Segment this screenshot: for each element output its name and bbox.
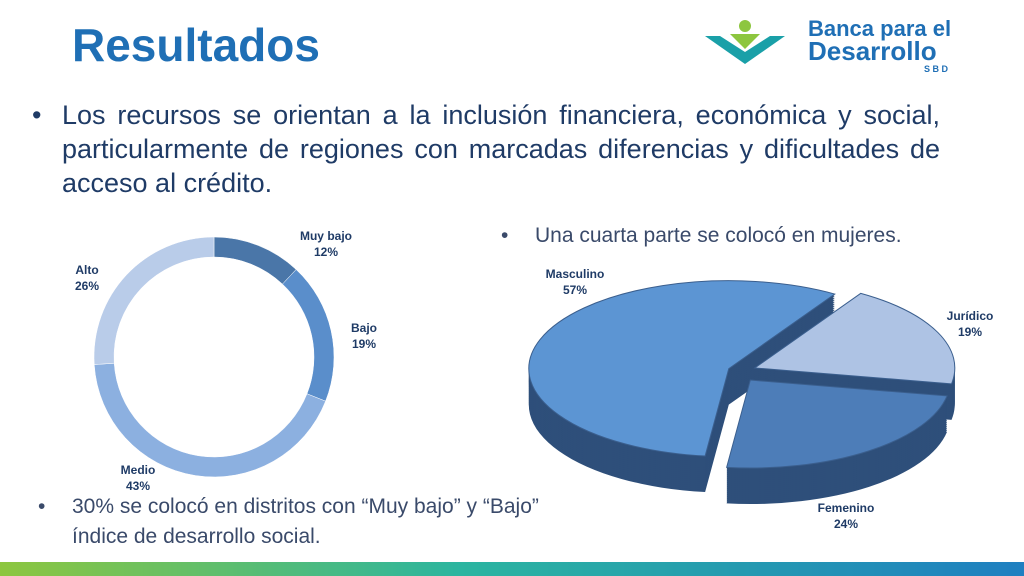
slice-label: Masculino — [546, 267, 605, 281]
donut-slice — [93, 363, 326, 478]
slice-value-label: 19% — [352, 337, 376, 351]
pie-slice — [725, 379, 948, 469]
logo-line2: Desarrollo — [808, 36, 937, 66]
slice-value-label: 12% — [314, 245, 338, 259]
logo: Banca para el Desarrollo S B D — [705, 16, 951, 74]
slice-label: Alto — [75, 263, 98, 277]
slide-title: Resultados — [72, 19, 320, 71]
logo-line1: Banca para el — [808, 16, 951, 41]
footer-bar — [0, 562, 1024, 576]
bullet: 30% se colocó en distritos con “Muy bajo… — [38, 492, 542, 552]
donut-slice — [93, 236, 215, 365]
slice-value-label: 57% — [563, 283, 587, 297]
donut-slice — [282, 269, 335, 402]
pie-slice — [753, 292, 956, 385]
logo-line3: S B D — [924, 64, 949, 74]
slice-label: Femenino — [818, 501, 875, 515]
slice-value-label: 19% — [958, 325, 982, 339]
slice-label: Bajo — [351, 321, 377, 335]
slice-value-label: 43% — [126, 479, 150, 493]
slice-value-label: 24% — [834, 517, 858, 531]
bullet: Una cuarta parte se colocó en mujeres. — [501, 224, 901, 248]
slice-label: Medio — [121, 463, 156, 477]
pie-slice — [528, 280, 836, 457]
slice-label: Muy bajo — [300, 229, 352, 243]
slice-value-label: 26% — [75, 279, 99, 293]
bullet: Los recursos se orientan a la inclusión … — [32, 98, 940, 200]
donut-slice — [213, 236, 297, 285]
slice-label: Jurídico — [947, 309, 994, 323]
